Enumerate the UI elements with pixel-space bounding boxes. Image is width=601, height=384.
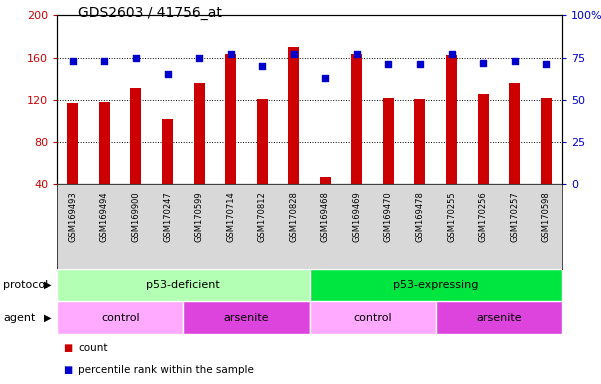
Bar [99, 102, 110, 184]
Bar [57, 301, 183, 334]
Point [163, 71, 172, 78]
Bar [446, 56, 457, 184]
Bar [541, 98, 552, 184]
Point [257, 63, 267, 69]
Text: arsenite: arsenite [224, 313, 269, 323]
Bar [509, 83, 520, 184]
Point [289, 51, 299, 57]
Text: control: control [353, 313, 392, 323]
Text: GSM170598: GSM170598 [542, 191, 551, 242]
Point [415, 61, 425, 68]
Text: GSM169470: GSM169470 [384, 191, 393, 242]
Text: GSM170828: GSM170828 [289, 191, 298, 242]
Point [383, 61, 393, 68]
Point [510, 58, 519, 64]
Bar [57, 269, 310, 301]
Text: ▶: ▶ [44, 313, 51, 323]
Point [100, 58, 109, 64]
Bar [436, 301, 562, 334]
Text: p53-deficient: p53-deficient [147, 280, 220, 290]
Text: GSM169478: GSM169478 [415, 191, 424, 242]
Point [320, 75, 330, 81]
Text: GSM169493: GSM169493 [69, 191, 78, 242]
Bar [383, 98, 394, 184]
Text: ■: ■ [63, 343, 72, 353]
Bar [183, 301, 310, 334]
Point [447, 51, 456, 57]
Point [68, 58, 78, 64]
Text: count: count [78, 343, 108, 353]
Bar [67, 103, 78, 184]
Bar [320, 177, 331, 184]
Bar [288, 47, 299, 184]
Text: GSM170256: GSM170256 [478, 191, 487, 242]
Text: GSM170714: GSM170714 [226, 191, 235, 242]
Text: GSM169468: GSM169468 [321, 191, 330, 242]
Bar [352, 55, 362, 184]
Text: GSM170255: GSM170255 [447, 191, 456, 242]
Text: GSM170257: GSM170257 [510, 191, 519, 242]
Text: ■: ■ [63, 365, 72, 375]
Text: GSM169469: GSM169469 [352, 191, 361, 242]
Text: GSM170812: GSM170812 [258, 191, 267, 242]
Bar [257, 99, 267, 184]
Bar [225, 55, 236, 184]
Bar [130, 88, 141, 184]
Point [194, 55, 204, 61]
Point [352, 51, 362, 57]
Text: GSM170599: GSM170599 [195, 191, 204, 242]
Text: agent: agent [3, 313, 35, 323]
Text: arsenite: arsenite [476, 313, 522, 323]
Bar [162, 119, 173, 184]
Point [226, 51, 236, 57]
Point [542, 61, 551, 68]
Text: GSM169900: GSM169900 [132, 191, 141, 242]
Text: p53-expressing: p53-expressing [393, 280, 478, 290]
Bar [310, 301, 436, 334]
Point [131, 55, 141, 61]
Text: protocol: protocol [3, 280, 48, 290]
Text: GSM169494: GSM169494 [100, 191, 109, 242]
Text: GSM170247: GSM170247 [163, 191, 172, 242]
Text: percentile rank within the sample: percentile rank within the sample [78, 365, 254, 375]
Bar [415, 99, 426, 184]
Point [478, 60, 488, 66]
Text: control: control [101, 313, 139, 323]
Text: GDS2603 / 41756_at: GDS2603 / 41756_at [78, 6, 222, 20]
Bar [478, 94, 489, 184]
Bar [194, 83, 204, 184]
Text: ▶: ▶ [44, 280, 51, 290]
Bar [310, 269, 562, 301]
